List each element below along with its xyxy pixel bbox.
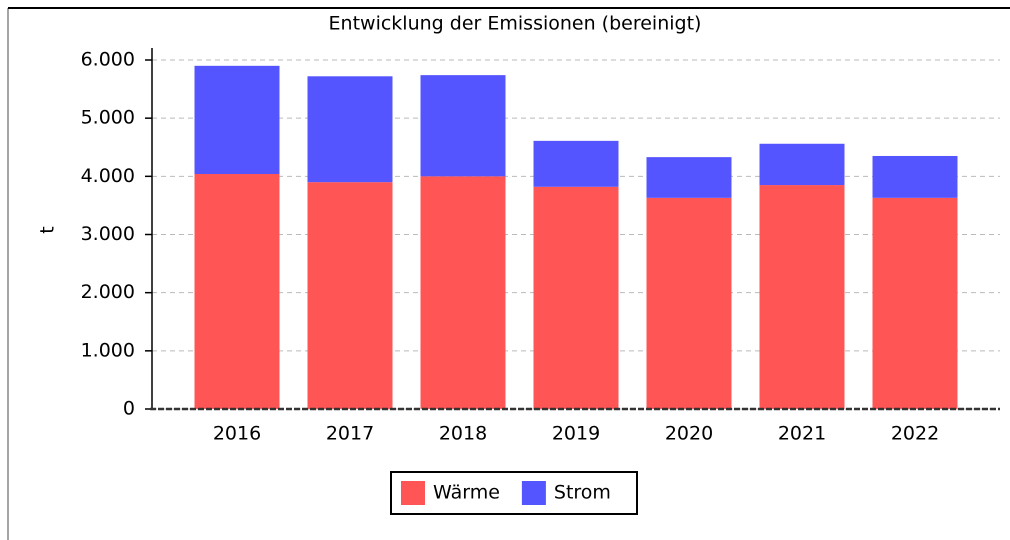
y-tick-label: 2.000: [81, 281, 135, 303]
legend-swatch: [521, 481, 546, 505]
bar-segment: [872, 197, 958, 409]
bar-segment: [533, 140, 619, 187]
y-tick-label: 5.000: [81, 107, 135, 129]
x-tick-label: 2021: [778, 423, 826, 445]
x-tick-label: 2017: [326, 423, 374, 445]
bar-segment: [420, 75, 506, 177]
y-tick-label: 6.000: [81, 49, 135, 71]
bar-segment: [307, 182, 393, 409]
bar-segment: [872, 155, 958, 198]
bar-segment: [646, 157, 732, 198]
bar-segment: [533, 186, 619, 409]
x-tick-label: 2016: [213, 423, 261, 445]
chart-title: Entwicklung der Emissionen (bereinigt): [329, 13, 702, 35]
bar-segment: [194, 65, 280, 175]
bar-segment: [759, 143, 845, 186]
legend-swatch: [401, 481, 425, 505]
y-tick-label: 3.000: [81, 223, 135, 245]
y-axis-label: t: [37, 226, 59, 233]
x-tick-label: 2019: [552, 423, 600, 445]
x-tick-label: 2020: [665, 423, 713, 445]
legend-label: Wärme: [433, 482, 500, 504]
y-tick-label: 1.000: [81, 339, 135, 361]
bar-segment: [646, 197, 732, 409]
bar-segment: [420, 176, 506, 409]
x-tick-label: 2022: [891, 423, 939, 445]
y-tick-label: 4.000: [81, 165, 135, 187]
bar-segment: [307, 76, 393, 183]
y-tick-label: 0: [123, 398, 135, 420]
legend-box: [390, 471, 638, 515]
bar-segment: [194, 174, 280, 409]
legend-label: Strom: [554, 482, 611, 504]
bar-segment: [759, 185, 845, 409]
x-tick-label: 2018: [439, 423, 487, 445]
